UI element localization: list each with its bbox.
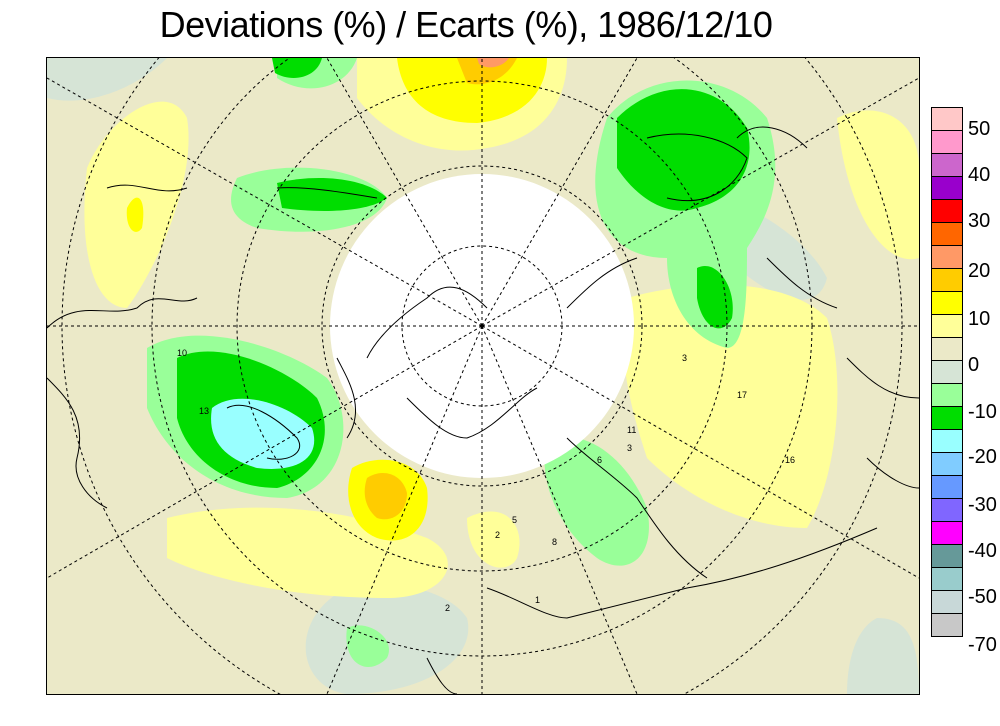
legend-label: -70: [968, 634, 997, 656]
legend-swatch: [931, 199, 963, 223]
legend-swatch: [931, 130, 963, 154]
legend-label: -40: [968, 540, 997, 562]
meridians: [47, 58, 919, 694]
contour-label: 11: [627, 425, 636, 435]
contour-label: 3: [682, 353, 687, 363]
legend-label: 40: [968, 164, 991, 186]
contour-label: 16: [785, 455, 795, 465]
coastlines: [47, 126, 919, 694]
legend-swatch: [931, 245, 963, 269]
legend-swatch: [931, 498, 963, 522]
legend-label: 50: [968, 118, 991, 140]
legend-swatch: [931, 337, 963, 361]
contour-label: 13: [199, 406, 209, 416]
contour-label: 3: [627, 443, 632, 453]
legend-label: 30: [968, 210, 991, 232]
legend-swatch: [931, 567, 963, 591]
legend-swatch: [931, 452, 963, 476]
map-title: Deviations (%) / Ecarts (%), 1986/12/10: [159, 4, 773, 45]
legend-label: -10: [968, 401, 997, 423]
legend-swatch: [931, 475, 963, 499]
deviation-map-svg: 10 13 2 3 5 6 8 11 16 17 1 2 3: [47, 58, 919, 694]
legend-swatch: [931, 222, 963, 246]
contour-label: 10: [177, 348, 187, 358]
legend-swatch: [931, 544, 963, 568]
contour-label: 5: [512, 515, 517, 525]
legend-label: 0: [968, 354, 980, 376]
legend-swatch: [931, 590, 963, 614]
legend-swatch: [931, 268, 963, 292]
legend-swatch: [931, 521, 963, 545]
legend-swatch: [931, 360, 963, 384]
legend-swatch: [931, 406, 963, 430]
legend-swatch: [931, 291, 963, 315]
legend-label: 10: [968, 308, 991, 330]
polar-map: 10 13 2 3 5 6 8 11 16 17 1 2 3: [46, 57, 920, 695]
legend-swatch: [931, 176, 963, 200]
contour-label: 17: [737, 390, 747, 400]
legend-swatch: [931, 107, 963, 131]
contour-label: 2: [495, 530, 500, 540]
legend-swatch: [931, 613, 963, 637]
contour-label: 6: [597, 455, 602, 465]
legend-swatch: [931, 153, 963, 177]
contour-label: 2: [445, 603, 450, 613]
cyan-region: [211, 398, 315, 469]
legend-swatch: [931, 383, 963, 407]
yellow-regions: [126, 58, 547, 541]
legend-label: -20: [968, 446, 997, 468]
contour-label: 8: [552, 537, 557, 547]
color-legend: [931, 107, 963, 637]
legend-swatch: [931, 429, 963, 453]
legend-label: -30: [968, 494, 997, 516]
contour-label: 1: [535, 595, 540, 605]
legend-label: 20: [968, 260, 991, 282]
legend-swatch: [931, 314, 963, 338]
contour-labels: 10 13 2 3 5 6 8 11 16 17 1 2 3: [177, 348, 795, 613]
legend-label: -50: [968, 586, 997, 608]
